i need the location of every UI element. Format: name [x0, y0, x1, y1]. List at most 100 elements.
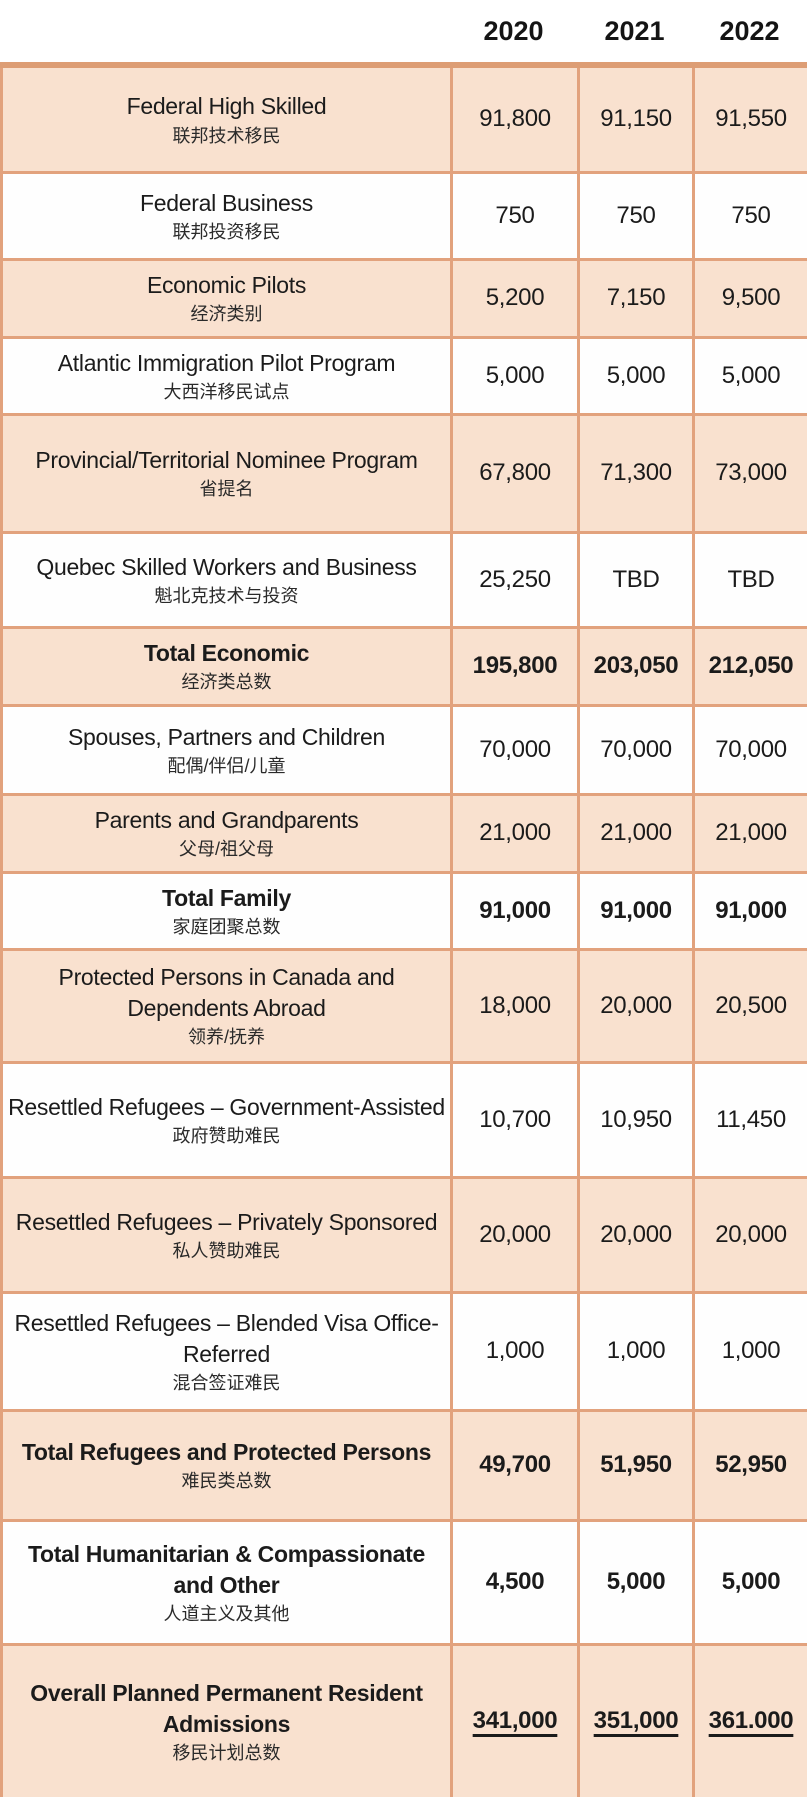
value-cell-2021: TBD [577, 530, 695, 629]
value-cell-2020: 21,000 [450, 792, 580, 874]
category-label-cn: 经济类别 [190, 304, 263, 325]
category-cell: Total Humanitarian & Compassionate and O… [0, 1518, 453, 1646]
category-label-cn: 魁北克技术与投资 [154, 585, 299, 606]
category-label-en: Spouses, Partners and Children [67, 723, 386, 750]
value-cell-2022: 21,000 [692, 792, 807, 874]
category-label-en: Overall Planned Permanent Resident Admis… [30, 1679, 423, 1737]
category-label-cn: 政府赞助难民 [172, 1125, 281, 1146]
table-row-refugees-government-assisted: Resettled Refugees – Government-Assisted… [0, 1060, 807, 1179]
category-label-en: Federal High Skilled [126, 93, 327, 120]
table-row-overall-planned-admissions: Overall Planned Permanent Resident Admis… [0, 1642, 807, 1797]
value-cell-2021: 1,000 [577, 1290, 695, 1412]
category-cell: Federal High Skilled 联邦技术移民 [0, 63, 453, 174]
category-label-cn: 人道主义及其他 [163, 1603, 290, 1624]
table-row-total-family: Total Family 家庭团聚总数 91,000 91,000 91,000 [0, 870, 807, 951]
year-header-row: 2020 2021 2022 [0, 0, 807, 62]
category-label-cn: 移民计划总数 [172, 1743, 281, 1764]
value-cell-2021: 351,000 [577, 1642, 695, 1797]
value-cell-2020: 341,000 [450, 1642, 580, 1797]
value-cell-2021: 21,000 [577, 792, 695, 874]
table-row-spouses-partners-children: Spouses, Partners and Children 配偶/伴侣/儿童 … [0, 703, 807, 796]
category-label-cn: 省提名 [199, 479, 254, 500]
value-cell-2022: 20,500 [692, 947, 807, 1064]
value-cell-2022: TBD [692, 530, 807, 629]
value-cell-2021: 20,000 [577, 947, 695, 1064]
value-cell-2021: 5,000 [577, 1518, 695, 1646]
category-label-cn: 私人赞助难民 [172, 1240, 281, 1261]
category-label-cn: 家庭团聚总数 [172, 916, 281, 937]
value-cell-2021: 71,300 [577, 412, 695, 534]
value-cell-2020: 4,500 [450, 1518, 580, 1646]
value-cell-2021: 20,000 [577, 1175, 695, 1294]
category-label-en: Federal Business [140, 189, 313, 216]
category-cell: Resettled Refugees – Government-Assisted… [0, 1060, 453, 1179]
value-cell-2021: 10,950 [577, 1060, 695, 1179]
table-row-federal-business: Federal Business 联邦投资移民 750 750 750 [0, 170, 807, 261]
value-cell-2020: 70,000 [450, 703, 580, 796]
category-cell: Total Refugees and Protected Persons 难民类… [0, 1408, 453, 1522]
value-cell-2021: 203,050 [577, 625, 695, 707]
table-row-parents-grandparents: Parents and Grandparents 父母/祖父母 21,000 2… [0, 792, 807, 874]
value-cell-2020: 10,700 [450, 1060, 580, 1179]
category-label-en: Total Family [162, 884, 291, 911]
table-row-refugees-privately-sponsored: Resettled Refugees – Privately Sponsored… [0, 1175, 807, 1294]
category-cell: Provincial/Territorial Nominee Program 省… [0, 412, 453, 534]
value-cell-2022: 91,550 [692, 63, 807, 174]
category-cell: Resettled Refugees – Blended Visa Office… [0, 1290, 453, 1412]
category-label-cn: 混合签证难民 [172, 1372, 281, 1393]
table-row-economic-pilots: Economic Pilots 经济类别 5,200 7,150 9,500 [0, 257, 807, 339]
table-row-atlantic-pilot: Atlantic Immigration Pilot Program 大西洋移民… [0, 335, 807, 416]
value-cell-2020: 91,800 [450, 63, 580, 174]
value-cell-2022: 70,000 [692, 703, 807, 796]
table-row-total-refugees: Total Refugees and Protected Persons 难民类… [0, 1408, 807, 1522]
value-cell-2021: 70,000 [577, 703, 695, 796]
table-row-quebec-skilled: Quebec Skilled Workers and Business 魁北克技… [0, 530, 807, 629]
value-cell-2022: 73,000 [692, 412, 807, 534]
value-cell-2020: 195,800 [450, 625, 580, 707]
category-label-cn: 父母/祖父母 [178, 839, 274, 860]
value-cell-2022: 20,000 [692, 1175, 807, 1294]
value-cell-2020: 49,700 [450, 1408, 580, 1522]
value-cell-2020: 18,000 [450, 947, 580, 1064]
category-cell: Total Economic 经济类总数 [0, 625, 453, 707]
value-cell-2022: 212,050 [692, 625, 807, 707]
category-label-cn: 联邦技术移民 [172, 125, 281, 146]
value-cell-2021: 91,000 [577, 870, 695, 951]
value-cell-2022: 361.000 [692, 1642, 807, 1797]
category-label-en: Resettled Refugees – Privately Sponsored [15, 1208, 438, 1235]
value-cell-2021: 7,150 [577, 257, 695, 339]
value-cell-2020: 1,000 [450, 1290, 580, 1412]
category-label-en: Economic Pilots [146, 272, 307, 299]
category-label-en: Atlantic Immigration Pilot Program [57, 349, 396, 376]
category-label-en: Total Refugees and Protected Persons [21, 1439, 432, 1466]
table-row-refugees-blended-visa: Resettled Refugees – Blended Visa Office… [0, 1290, 807, 1412]
immigration-levels-table: Federal High Skilled 联邦技术移民 91,800 91,15… [0, 62, 807, 1797]
year-header-2020: 2020 [483, 15, 544, 46]
category-cell: Total Family 家庭团聚总数 [0, 870, 453, 951]
category-cell: Atlantic Immigration Pilot Program 大西洋移民… [0, 335, 453, 416]
value-cell-2022: 1,000 [692, 1290, 807, 1412]
value-cell-2020: 25,250 [450, 530, 580, 629]
value-cell-2021: 51,950 [577, 1408, 695, 1522]
category-cell: Overall Planned Permanent Resident Admis… [0, 1642, 453, 1797]
category-label-cn: 难民类总数 [181, 1471, 272, 1492]
category-label-cn: 联邦投资移民 [172, 221, 281, 242]
value-cell-2021: 5,000 [577, 335, 695, 416]
value-cell-2020: 67,800 [450, 412, 580, 534]
value-cell-2020: 20,000 [450, 1175, 580, 1294]
value-cell-2021: 750 [577, 170, 695, 261]
value-cell-2020: 5,200 [450, 257, 580, 339]
category-label-cn: 配偶/伴侣/儿童 [167, 755, 286, 776]
category-label-cn: 领养/抚养 [187, 1027, 265, 1048]
value-cell-2020: 91,000 [450, 870, 580, 951]
table-row-total-humanitarian: Total Humanitarian & Compassionate and O… [0, 1518, 807, 1646]
table-row-provincial-nominee: Provincial/Territorial Nominee Program 省… [0, 412, 807, 534]
category-label-cn: 经济类总数 [181, 672, 272, 693]
category-label-en: Quebec Skilled Workers and Business [36, 553, 417, 580]
value-cell-2020: 750 [450, 170, 580, 261]
category-label-en: Resettled Refugees – Blended Visa Office… [14, 1309, 439, 1367]
value-cell-2022: 52,950 [692, 1408, 807, 1522]
category-label-en: Protected Persons in Canada and Dependen… [58, 964, 395, 1022]
category-label-en: Resettled Refugees – Government-Assisted [8, 1093, 445, 1120]
value-cell-2022: 91,000 [692, 870, 807, 951]
